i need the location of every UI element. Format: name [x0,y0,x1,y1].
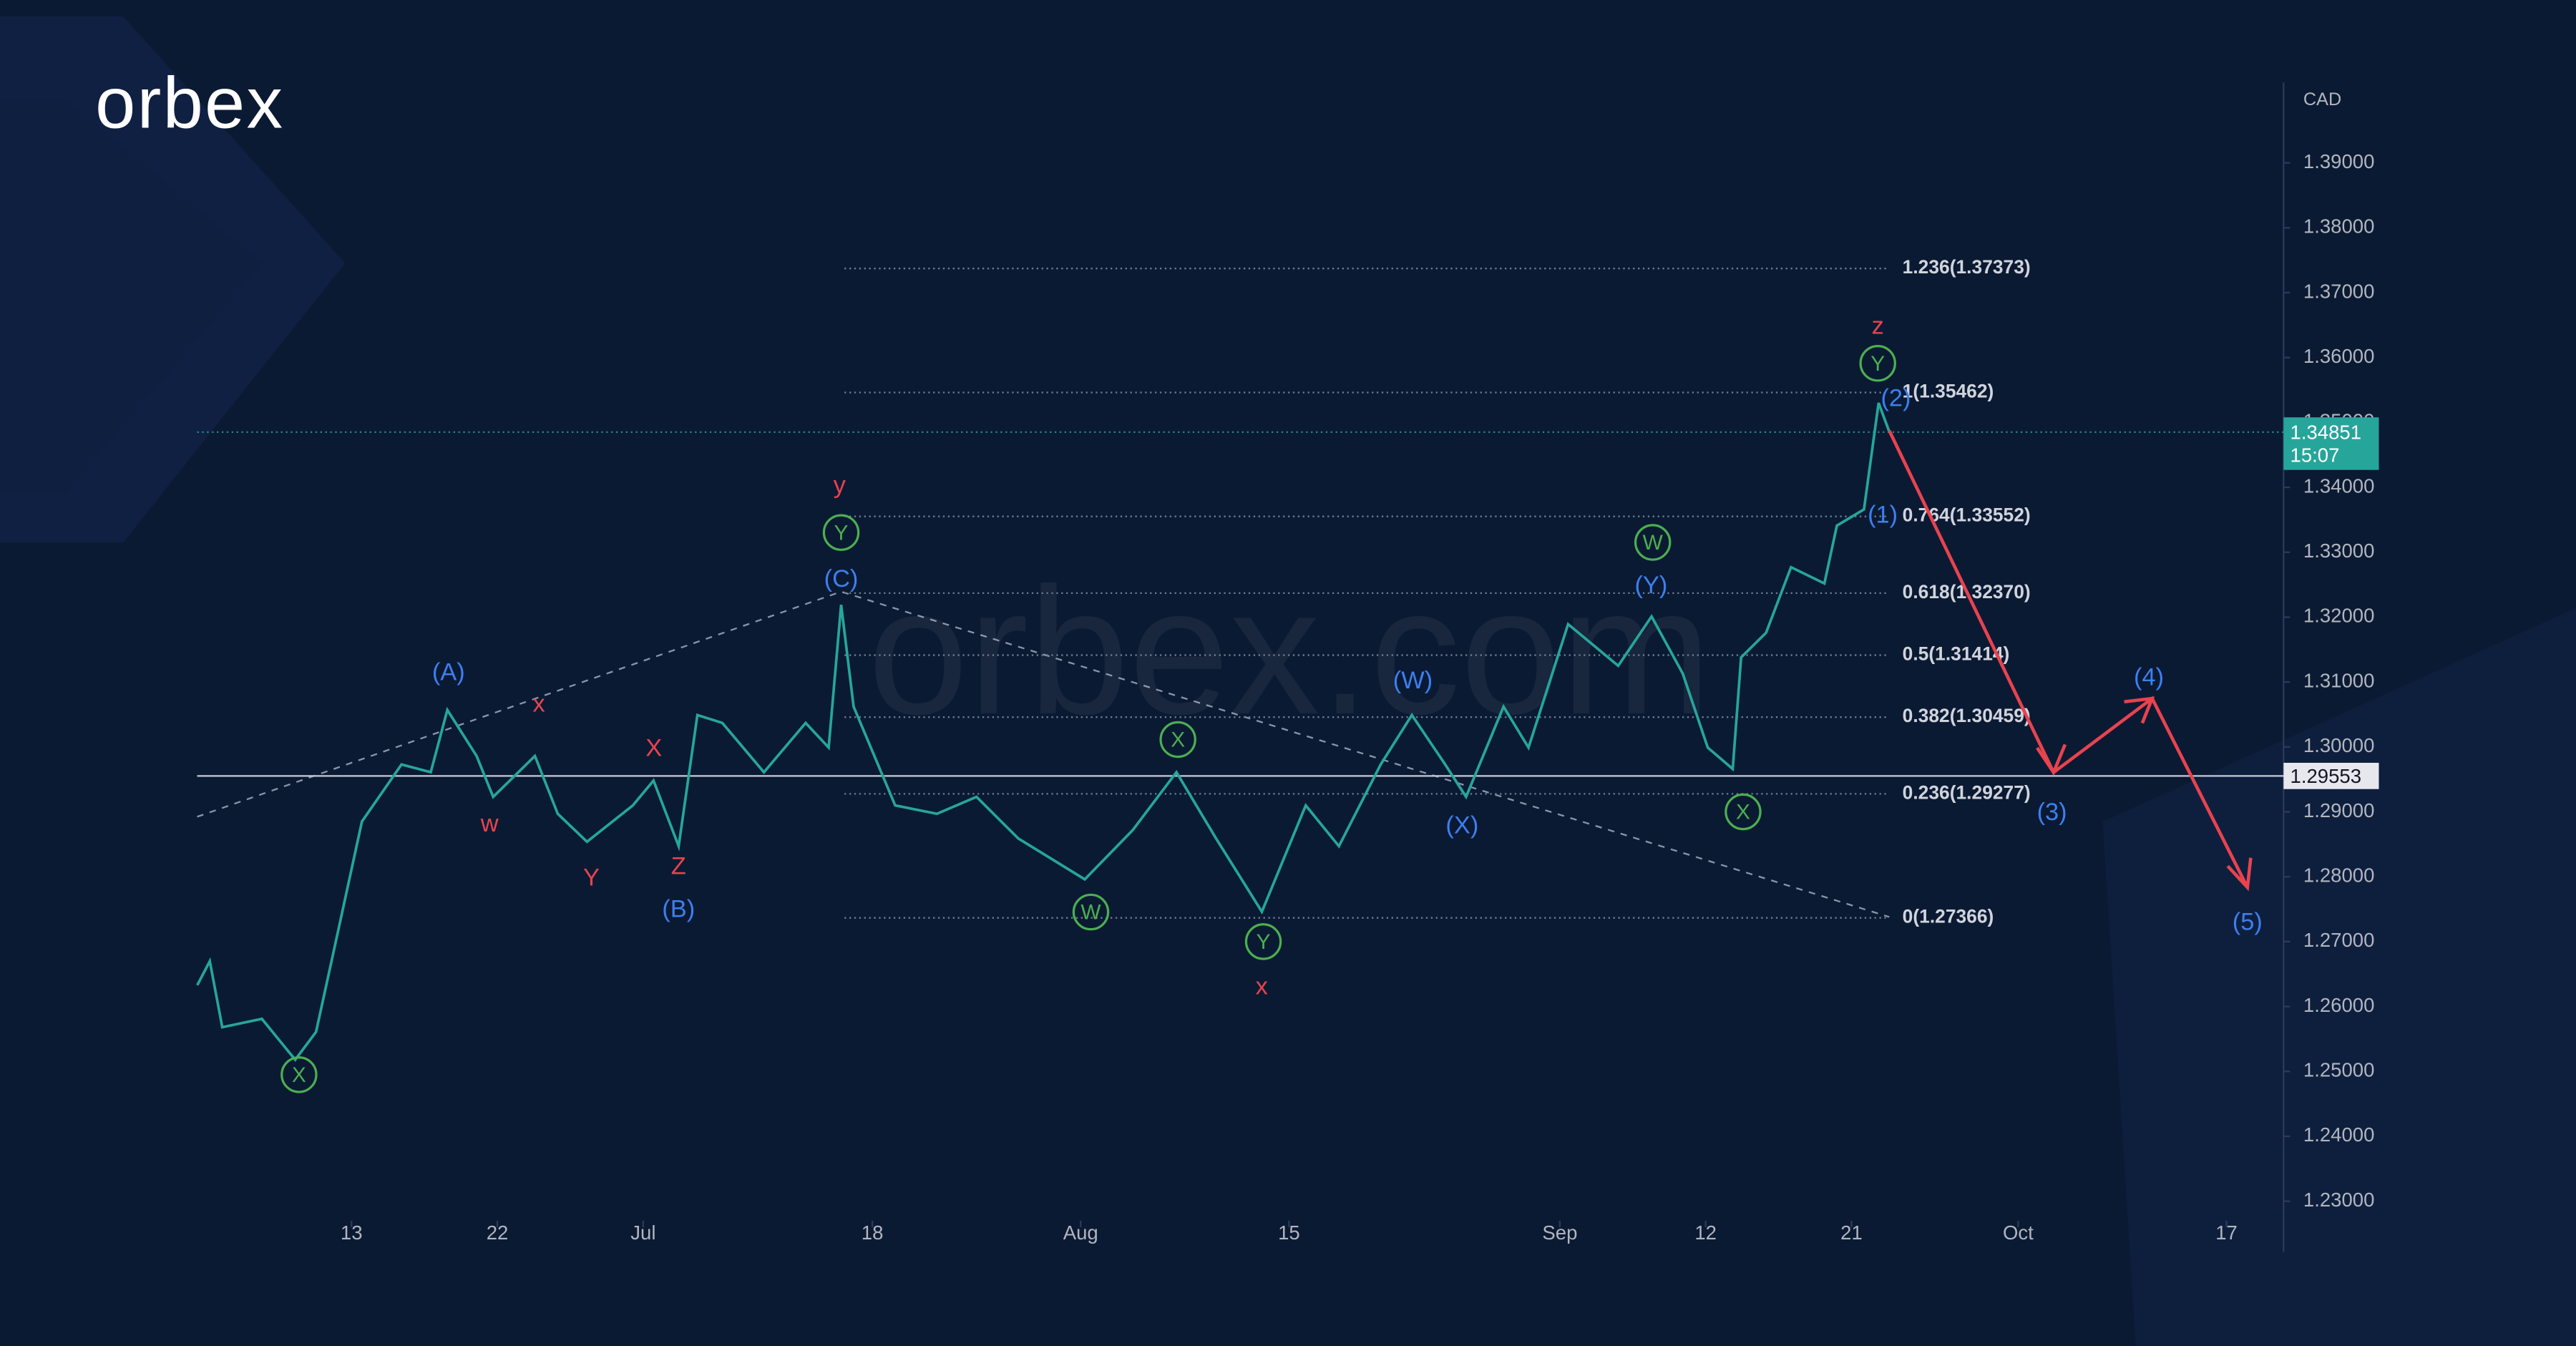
wave-circle [1634,524,1672,561]
y-tick-label: 1.31000 [2303,669,2375,691]
background-shape [0,99,263,494]
fib-label: 0(1.27366) [1903,906,1994,927]
x-tick-label: 15 [1278,1221,1300,1244]
wave-label: z [1872,312,1884,339]
wave-label: X [645,734,662,761]
forecast-path [1888,429,2253,892]
y-tick-label: 1.34000 [2303,474,2375,497]
x-tick-label: 18 [862,1221,884,1244]
y-tick-label: 1.33000 [2303,540,2375,562]
wave-label: Y [583,864,600,892]
background-shape [2102,608,2576,1346]
x-tick-label: 13 [341,1221,363,1244]
y-tick-label: 1.38000 [2303,215,2375,238]
arrow-head [2124,696,2155,724]
wave-label: Y [834,521,849,545]
fib-label: 0.764(1.33552) [1903,504,2031,526]
y-tick-label: 1.36000 [2303,345,2375,367]
wave-label: (3) [2037,799,2067,826]
wave-label: (1) [1868,501,1898,528]
fib-label: 1(1.35462) [1903,380,1994,401]
y-tick-label: 1.23000 [2303,1189,2375,1211]
wave-label: w [480,810,499,837]
arrow-head [2036,743,2067,776]
x-tick-label: 17 [2215,1221,2238,1244]
price-label: 1.34851 [2290,421,2362,443]
price-line [196,402,1890,1062]
y-tick-label: 1.37000 [2303,280,2375,302]
x-tick-label: Sep [1542,1221,1577,1244]
wave-label: (5) [2233,909,2263,936]
y-tick-label: 1.26000 [2303,994,2375,1016]
wave-label: (Y) [1634,572,1667,599]
y-tick-label: 1.29000 [2303,799,2375,821]
wave-label: X [292,1063,306,1087]
wave-label: (X) [1445,811,1478,839]
watermark: orbex.com [868,550,1712,752]
wave-circle [1724,793,1762,831]
wave-circle [1159,721,1196,759]
fib-label: 0.382(1.30459) [1903,705,2031,726]
wave-label: (B) [662,895,695,922]
wave-label: (W) [1393,667,1433,694]
y-tick-label: 1.32000 [2303,605,2375,627]
axis-unit: CAD [2303,89,2341,109]
logo: orbex [95,64,284,144]
wave-label: (C) [824,565,859,592]
y-tick-label: 1.24000 [2303,1123,2375,1146]
y-tick-label: 1.28000 [2303,864,2375,886]
x-tick-label: 21 [1840,1221,1863,1244]
x-tick-label: Jul [630,1221,655,1244]
wave-label: (4) [2134,664,2164,691]
fib-label: 0.236(1.29277) [1903,781,2031,803]
price-time: 15:07 [2290,444,2340,467]
price-label: 1.29553 [2290,765,2362,787]
wave-circle [1859,345,1896,382]
price-label-box [2283,417,2379,470]
wave-label: Z [671,853,686,880]
price-label-box [2283,762,2379,789]
x-tick-label: Aug [1063,1221,1098,1244]
wave-label: (2) [1880,384,1911,411]
fib-label: 1.236(1.37373) [1903,256,2031,278]
y-tick-label: 1.25000 [2303,1059,2375,1081]
y-tick-label: 1.27000 [2303,929,2375,951]
wave-label: (A) [432,659,465,686]
wave-label: X [1736,801,1750,824]
wave-label: Y [1257,930,1271,954]
x-tick-label: Oct [2003,1221,2034,1244]
trend-line [197,590,1890,918]
wave-circle [1072,893,1110,931]
wave-label: x [1256,972,1268,1000]
wave-label: W [1080,901,1101,925]
wave-circle [280,1056,318,1093]
wave-label: y [834,472,847,499]
wave-circle [1244,923,1282,960]
y-tick-label: 1.30000 [2303,734,2375,756]
forecast-line [1888,429,2249,889]
x-tick-label: 22 [487,1221,509,1244]
wave-label: W [1643,531,1664,555]
wave-label: x [532,690,545,717]
wave-label: X [1171,728,1185,752]
wave-label: Y [1870,352,1885,376]
wave-circle [822,514,860,551]
arrow-head [2226,857,2253,892]
y-tick-label: 1.39000 [2303,150,2375,172]
x-tick-label: 12 [1694,1221,1717,1244]
